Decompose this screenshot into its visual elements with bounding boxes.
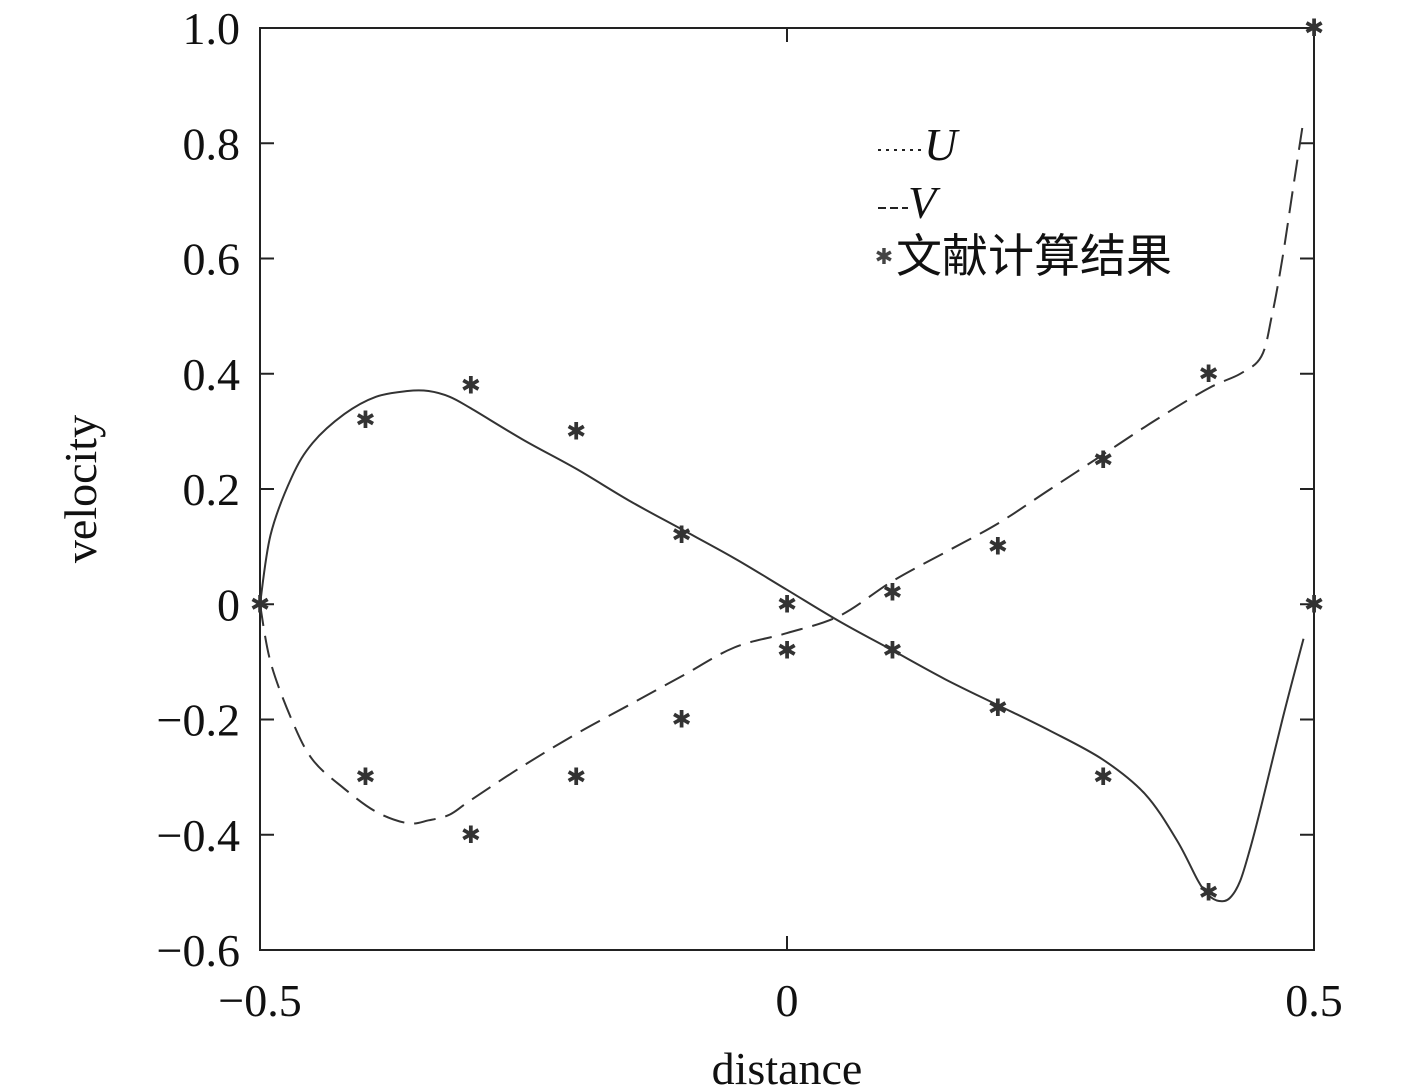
y-tick-label: 0.4 — [183, 349, 241, 400]
reference-marker: ✱ — [988, 694, 1008, 722]
reference-marker: ✱ — [250, 590, 270, 618]
reference-marker: ✱ — [566, 417, 586, 445]
series-layer — [259, 120, 1305, 903]
reference-marker: ✱ — [1093, 763, 1113, 791]
reference-marker: ✱ — [1199, 360, 1219, 388]
reference-marker: ✱ — [672, 706, 692, 734]
y-tick-label: −0.6 — [157, 925, 240, 976]
reference-marker: ✱ — [777, 636, 797, 664]
legend-reference-label: 文献计算结果 — [896, 229, 1172, 283]
reference-marker: ✱ — [1304, 14, 1324, 42]
axis-tick-labels: −0.6 −0.4 −0.2 0 0.2 0.4 0.6 0.8 1.0 −0.5 0 0.5 — [157, 3, 1343, 1026]
y-tick-label: 0.6 — [183, 234, 241, 285]
x-tick-label: 0 — [776, 975, 799, 1026]
x-tick-label: −0.5 — [218, 975, 301, 1026]
x-tick-label: 0.5 — [1285, 975, 1343, 1026]
y-axis-label: velocity — [55, 415, 106, 563]
reference-marker: ✱ — [988, 533, 1008, 561]
reference-marker: ✱ — [566, 763, 586, 791]
reference-marker: ✱ — [1093, 446, 1113, 474]
legend: U V ✱ 文献计算结果 — [875, 119, 1172, 283]
y-tick-label: 1.0 — [183, 3, 241, 54]
reference-marker: ✱ — [882, 636, 902, 664]
series-u-line — [259, 389, 1305, 903]
legend-reference-marker: ✱ — [875, 245, 893, 270]
reference-marker: ✱ — [461, 371, 481, 399]
y-tick-label: −0.2 — [157, 695, 240, 746]
plot-frame — [259, 27, 1315, 951]
reference-marker: ✱ — [777, 590, 797, 618]
reference-marker: ✱ — [882, 579, 902, 607]
reference-marker: ✱ — [461, 821, 481, 849]
reference-marker: ✱ — [1304, 590, 1324, 618]
y-tick-label: −0.4 — [157, 810, 240, 861]
legend-v-label: V — [908, 177, 941, 228]
marker-layer: ✱ ✱ ✱ ✱ ✱ ✱ ✱ ✱ ✱ ✱ ✱ ✱ ✱ ✱ ✱ ✱ ✱ ✱ ✱ ✱ ✱ — [250, 14, 1324, 906]
legend-u-label: U — [924, 119, 960, 170]
reference-marker: ✱ — [355, 406, 375, 434]
reference-marker: ✱ — [355, 763, 375, 791]
y-tick-label: 0 — [217, 579, 240, 630]
y-tick-label: 0.2 — [183, 464, 241, 515]
series-v-line — [259, 120, 1305, 825]
reference-marker: ✱ — [1199, 878, 1219, 906]
axis-ticks — [259, 27, 1315, 951]
y-tick-label: 0.8 — [183, 118, 241, 169]
x-axis-label: distance — [712, 1043, 863, 1088]
reference-marker: ✱ — [672, 521, 692, 549]
